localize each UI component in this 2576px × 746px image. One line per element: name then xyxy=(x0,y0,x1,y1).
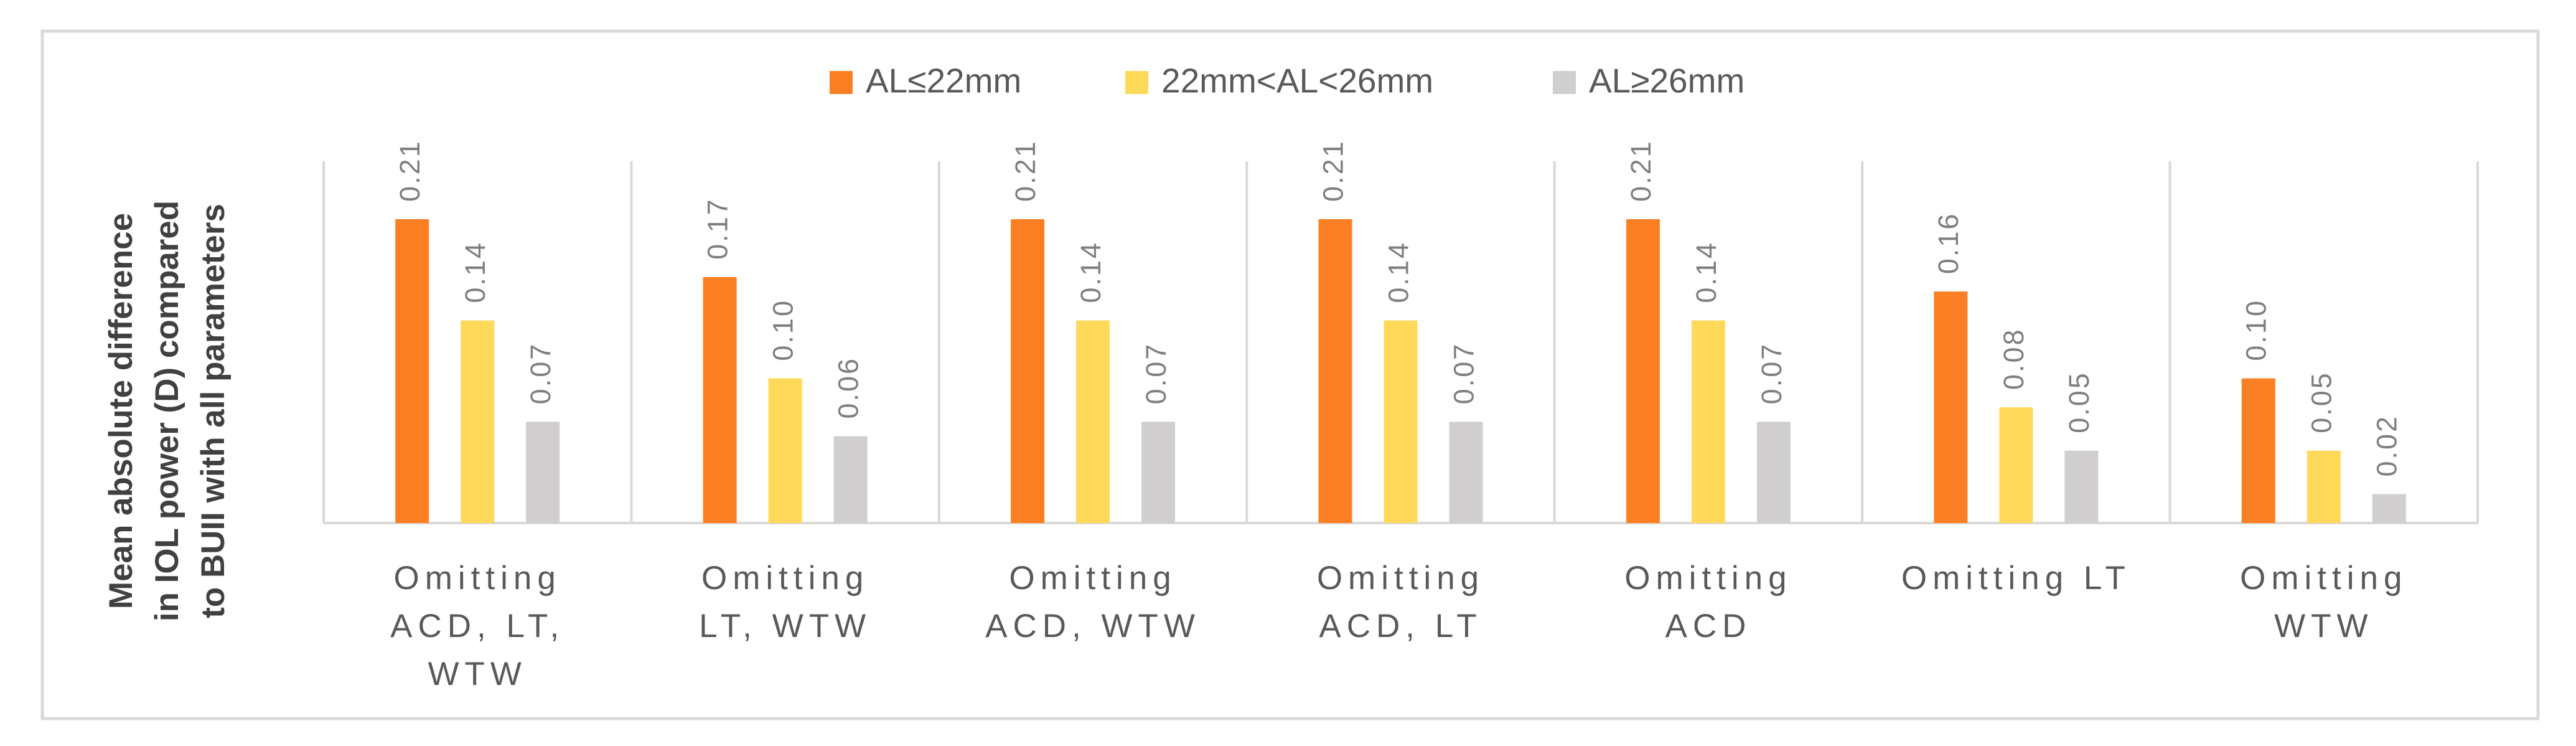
x-tick-label: Omitting WTW xyxy=(2240,560,2408,644)
data-label: 0.14 xyxy=(1690,241,1722,303)
y-axis-title: Mean absolute difference xyxy=(103,213,139,609)
data-label: 0.05 xyxy=(2063,371,2095,433)
bar xyxy=(768,378,802,523)
x-tick-label: Omitting LT xyxy=(1901,560,2131,597)
bar xyxy=(1691,320,1725,523)
data-label: 0.07 xyxy=(1448,342,1479,405)
data-label: 0.14 xyxy=(459,241,491,303)
chart-border xyxy=(40,29,2540,720)
data-label: 0.21 xyxy=(394,139,426,202)
data-label: 0.21 xyxy=(1625,139,1657,202)
data-label: 0.10 xyxy=(2241,299,2272,361)
bar xyxy=(1999,407,2033,523)
legend-label: 22mm<AL<26mm xyxy=(1161,62,1433,100)
data-label: 0.10 xyxy=(767,299,799,361)
y-axis-title: to BUII with all parameters xyxy=(195,204,232,618)
bar xyxy=(2372,494,2406,523)
x-tick-label: Omitting ACD xyxy=(1624,560,1792,644)
legend-label: AL≥26mm xyxy=(1589,62,1745,100)
bar xyxy=(2307,450,2341,523)
legend-swatch xyxy=(1553,71,1576,94)
x-tick-label: Omitting ACD, LT xyxy=(1316,560,1485,644)
legend-label: AL≤22mm xyxy=(866,62,1021,100)
x-tick-label: Omitting LT, WTW xyxy=(699,560,872,644)
bar xyxy=(1934,291,1968,523)
bar xyxy=(1756,422,1791,523)
bar xyxy=(1626,219,1660,523)
data-label: 0.06 xyxy=(833,357,864,419)
bar xyxy=(1076,320,1110,523)
legend-swatch xyxy=(830,71,853,94)
data-label: 0.05 xyxy=(2306,371,2338,433)
data-label: 0.07 xyxy=(525,342,556,405)
bar xyxy=(461,320,495,523)
bar xyxy=(1318,219,1352,523)
legend-swatch xyxy=(1125,71,1148,94)
x-tick-label: Omitting ACD, WTW xyxy=(985,560,1201,644)
y-axis-title: in IOL power (D) compared xyxy=(149,201,185,621)
data-label: 0.07 xyxy=(1140,342,1172,405)
data-label: 0.21 xyxy=(1317,139,1349,202)
data-label: 0.08 xyxy=(1998,328,2030,390)
bar xyxy=(1141,422,1176,523)
data-label: 0.02 xyxy=(2371,415,2403,477)
data-label: 0.14 xyxy=(1382,241,1414,303)
data-label: 0.17 xyxy=(702,197,734,260)
bar xyxy=(2064,450,2099,523)
data-label: 0.07 xyxy=(1756,342,1787,405)
bar xyxy=(2241,378,2275,523)
bar xyxy=(526,422,560,523)
data-label: 0.14 xyxy=(1075,241,1107,303)
bar xyxy=(1011,219,1045,523)
data-label: 0.21 xyxy=(1009,139,1041,202)
data-label: 0.16 xyxy=(1932,212,1964,275)
bar xyxy=(1384,320,1418,523)
x-tick-label: Omitting ACD, LT, WTW xyxy=(390,560,565,692)
bar xyxy=(833,436,868,523)
bar xyxy=(1449,422,1483,523)
bar xyxy=(703,276,737,523)
bar xyxy=(395,219,429,523)
